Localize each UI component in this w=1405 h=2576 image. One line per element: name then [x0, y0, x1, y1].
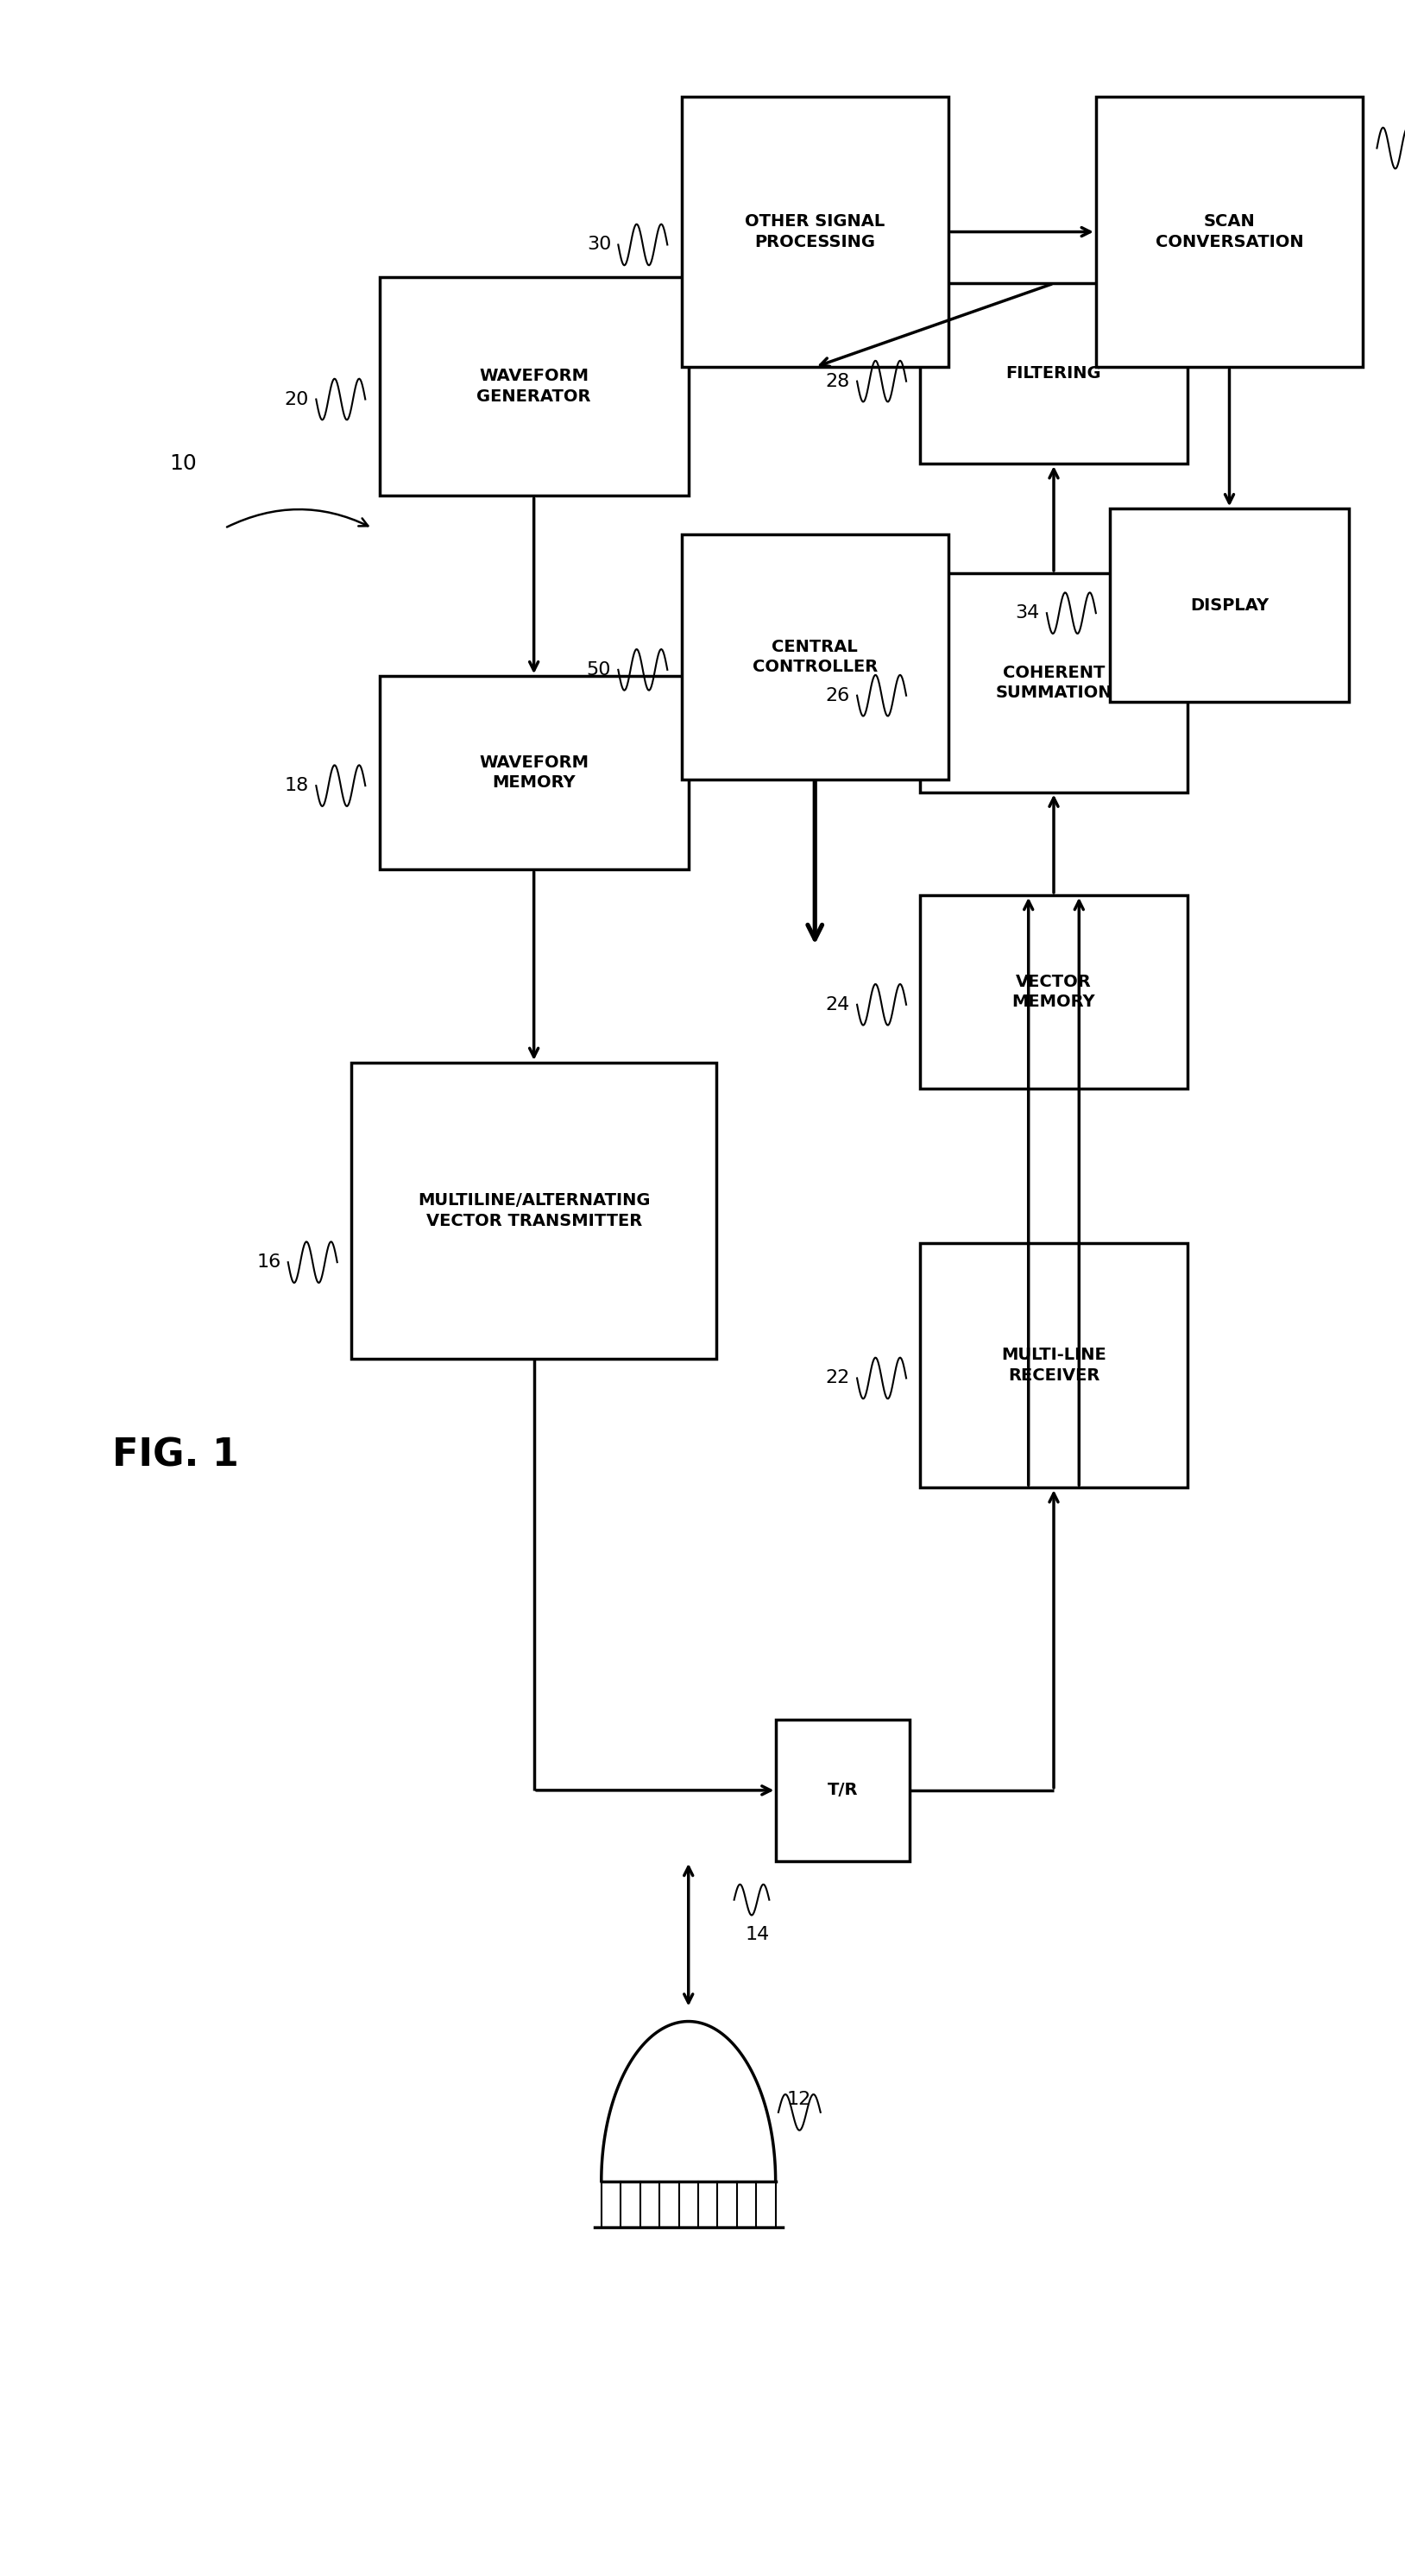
- Text: 18: 18: [285, 778, 309, 793]
- Text: WAVEFORM
MEMORY: WAVEFORM MEMORY: [479, 755, 589, 791]
- Bar: [920, 1244, 1187, 1489]
- Bar: [1110, 510, 1349, 701]
- Text: 22: 22: [826, 1370, 850, 1386]
- Text: 10: 10: [169, 453, 197, 474]
- Bar: [379, 278, 688, 495]
- Text: 50: 50: [586, 662, 611, 677]
- Text: 30: 30: [587, 237, 611, 252]
- Text: 26: 26: [826, 688, 850, 703]
- Text: MULTI-LINE
RECEIVER: MULTI-LINE RECEIVER: [1002, 1347, 1106, 1383]
- Bar: [920, 574, 1187, 793]
- Bar: [1096, 95, 1363, 366]
- Text: 14: 14: [745, 1927, 770, 1942]
- Text: 34: 34: [1016, 605, 1040, 621]
- Text: VECTOR
MEMORY: VECTOR MEMORY: [1012, 974, 1096, 1010]
- Text: 16: 16: [257, 1255, 281, 1270]
- Text: 24: 24: [826, 997, 850, 1012]
- Text: T/R: T/R: [828, 1783, 858, 1798]
- Bar: [776, 1721, 910, 1860]
- Bar: [681, 95, 948, 366]
- Bar: [379, 677, 688, 871]
- Text: CENTRAL
CONTROLLER: CENTRAL CONTROLLER: [752, 639, 878, 675]
- Bar: [920, 896, 1187, 1087]
- Text: COHERENT
SUMMATION: COHERENT SUMMATION: [995, 665, 1113, 701]
- Text: FILTERING: FILTERING: [1006, 366, 1102, 381]
- Text: WAVEFORM
GENERATOR: WAVEFORM GENERATOR: [476, 368, 592, 404]
- Bar: [351, 1061, 717, 1360]
- Text: MULTILINE/ALTERNATING
VECTOR TRANSMITTER: MULTILINE/ALTERNATING VECTOR TRANSMITTER: [417, 1193, 651, 1229]
- Text: OTHER SIGNAL
PROCESSING: OTHER SIGNAL PROCESSING: [745, 214, 885, 250]
- Text: 12: 12: [787, 2092, 811, 2107]
- Text: FIG. 1: FIG. 1: [112, 1437, 239, 1473]
- Bar: [681, 533, 948, 778]
- Text: 28: 28: [826, 374, 850, 389]
- Text: DISPLAY: DISPLAY: [1190, 598, 1269, 613]
- Text: SCAN
CONVERSATION: SCAN CONVERSATION: [1155, 214, 1304, 250]
- Text: 20: 20: [285, 392, 309, 407]
- Bar: [920, 283, 1187, 464]
